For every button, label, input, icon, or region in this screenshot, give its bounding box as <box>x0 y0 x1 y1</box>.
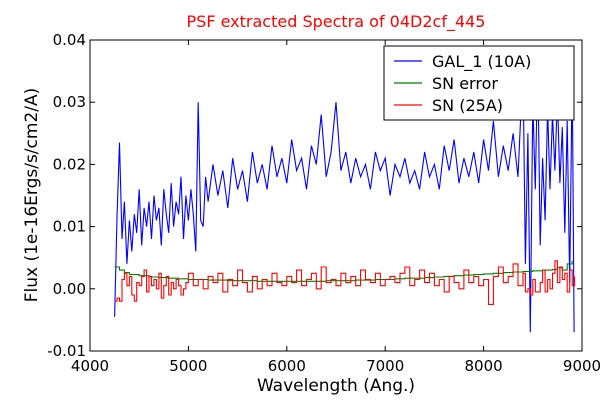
y-axis-label: Flux (1e-16Ergs/s/cm2/A) <box>22 88 42 303</box>
series-layer <box>114 58 576 333</box>
y-tick-label: 0.04 <box>53 31 86 49</box>
y-tick-label: 0.02 <box>53 155 86 173</box>
x-tick-label: 4000 <box>71 357 109 375</box>
y-tick-label: 0.01 <box>53 218 86 236</box>
x-tick-label: 6000 <box>268 357 306 375</box>
x-tick-label: 9000 <box>563 357 600 375</box>
y-tick-label: -0.01 <box>47 342 86 360</box>
x-tick-label: 5000 <box>169 357 207 375</box>
chart-title: PSF extracted Spectra of 04D2cf_445 <box>187 12 486 32</box>
axes-layer: 4000 5000 6000 7000 8000 9000 -0.01 0.00 0.01 0.0… <box>47 31 600 375</box>
legend-label-sn-25a: SN (25A) <box>432 96 503 115</box>
series-line-sn-25a <box>114 260 576 305</box>
y-tick-label: 0.03 <box>53 93 86 111</box>
plot-frame <box>89 39 583 352</box>
series-line-gal-1-10a <box>114 58 575 333</box>
x-tick-label: 8000 <box>465 357 503 375</box>
legend: GAL_1 (10A) SN error SN (25A) <box>383 45 575 121</box>
x-tick-label: 7000 <box>366 357 404 375</box>
x-axis-label: Wavelength (Ang.) <box>257 376 415 396</box>
y-tick-label: 0.00 <box>53 280 86 298</box>
legend-label-gal-1-10a: GAL_1 (10A) <box>432 52 531 72</box>
legend-label-sn-error: SN error <box>432 74 498 93</box>
